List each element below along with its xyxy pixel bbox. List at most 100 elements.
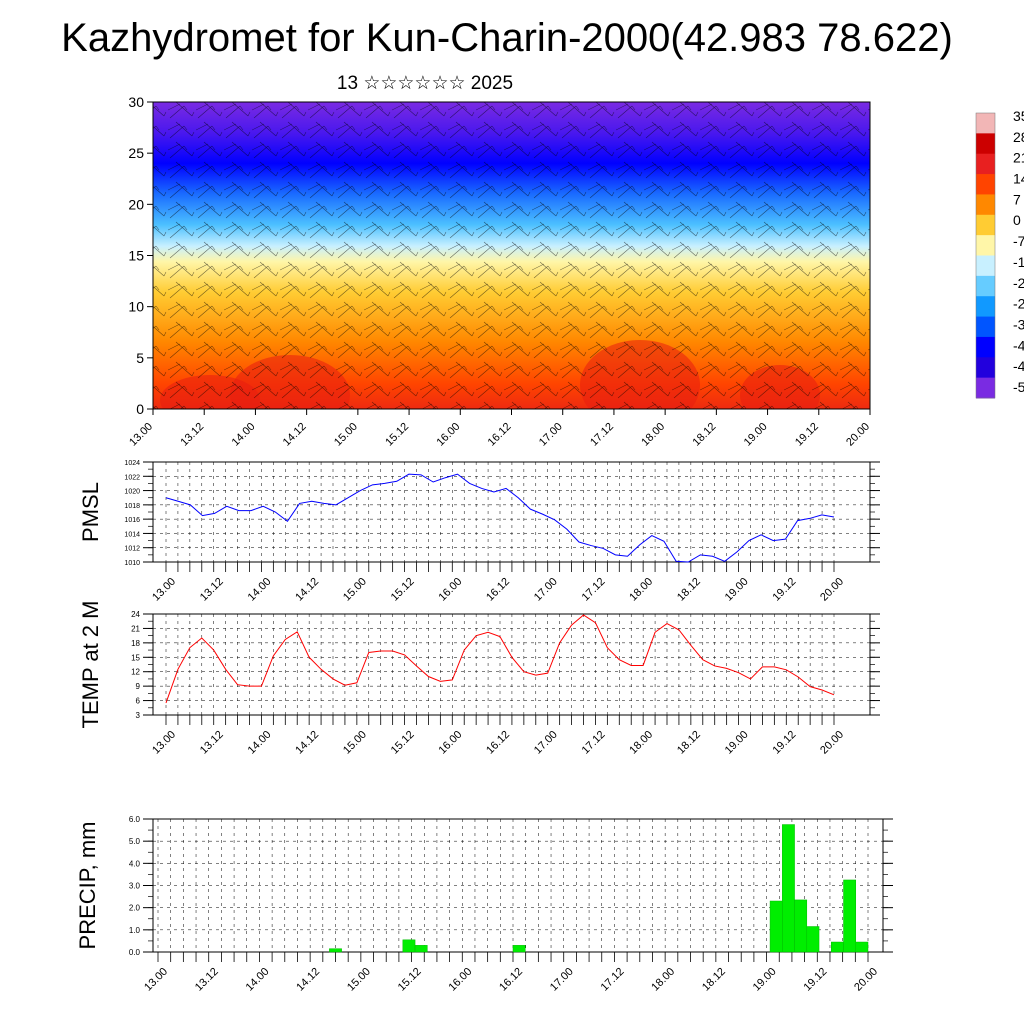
colorbar-label: -7 (1013, 233, 1024, 249)
x-tick-label: 16.00 (436, 729, 464, 757)
x-tick-label: 19.00 (742, 421, 770, 449)
y-tick-label: 1012 (124, 546, 140, 553)
x-tick-label: 20.00 (818, 729, 846, 757)
y-tick-label: 15 (128, 248, 144, 264)
colorbar-segment (976, 133, 995, 155)
x-tick-label: 15.12 (389, 729, 417, 757)
y-tick-label: 4.0 (129, 859, 141, 868)
x-tick-label: 17.12 (588, 421, 616, 449)
x-tick-label: 14.00 (244, 966, 272, 994)
x-tick-label: 14.12 (293, 576, 321, 604)
y-tick-label: 1018 (124, 503, 140, 510)
x-tick-label: 18.00 (649, 966, 677, 994)
wind-barbs (153, 102, 870, 409)
x-tick-label: 19.00 (751, 966, 779, 994)
precip-bar (843, 879, 857, 953)
colorbar-frame (975, 112, 996, 399)
colorbar-segment (976, 377, 995, 399)
colorbar-segment (976, 255, 995, 277)
x-tick-label: 17.12 (599, 966, 627, 994)
y-tick-label: 1016 (124, 517, 140, 524)
colorbar-segment (976, 214, 995, 236)
x-tick-label: 20.00 (818, 576, 846, 604)
colorbar-segment (976, 235, 995, 256)
x-tick-label: 14.12 (293, 729, 321, 757)
y-tick-label: 18 (131, 639, 140, 648)
x-tick-label: 13.00 (150, 576, 178, 604)
colorbar-segment (976, 174, 995, 195)
x-tick-label: 16.12 (484, 576, 512, 604)
y-tick-label: 0 (136, 401, 144, 417)
y-axis-title: PRECIP, mm (75, 822, 100, 950)
x-tick-label: 20.00 (844, 421, 872, 449)
pmsl-series-line (165, 473, 835, 563)
x-tick-label: 15.12 (383, 421, 411, 449)
precip-bar (855, 941, 869, 953)
colorbar-label: 21 (1013, 150, 1024, 166)
x-tick-label: 15.00 (345, 966, 373, 994)
x-tick-label: 14.12 (281, 421, 309, 449)
x-tick-label: 13.12 (198, 729, 226, 757)
x-tick-label: 18.12 (691, 421, 719, 449)
x-tick-label: 15.00 (341, 729, 369, 757)
colorbar-segment (976, 357, 995, 379)
colorbar-label: -42 (1013, 337, 1024, 353)
y-tick-label: 1010 (124, 560, 140, 567)
y-tick-label: 21 (131, 624, 140, 633)
x-tick-label: 15.00 (332, 421, 360, 449)
colorbar-label: -49 (1013, 358, 1024, 374)
colorbar-segment (976, 336, 995, 358)
precip-bar (831, 941, 844, 953)
x-tick-label: 18.12 (700, 966, 728, 994)
x-tick-label: 17.00 (532, 576, 560, 604)
colorbar-segment (976, 316, 995, 338)
colorbar-segment (976, 296, 995, 318)
y-tick-label: 1020 (124, 489, 140, 496)
y-tick-label: 9 (136, 682, 141, 691)
x-tick-label: 19.12 (770, 729, 798, 757)
x-tick-label: 14.12 (294, 966, 322, 994)
x-tick-label: 18.00 (639, 421, 667, 449)
temp-series-line (165, 614, 835, 704)
y-tick-label: 5 (136, 350, 144, 366)
y-tick-label: 0.0 (129, 948, 141, 957)
colorbar-label: 14 (1013, 171, 1024, 187)
x-tick-label: 16.12 (484, 729, 512, 757)
x-tick-label: 14.00 (246, 729, 274, 757)
y-tick-label: 1022 (124, 474, 140, 481)
x-tick-label: 13.00 (150, 729, 178, 757)
y-tick-label: 12 (131, 668, 140, 677)
y-tick-label: 24 (131, 610, 140, 619)
colorbar-label: -28 (1013, 296, 1024, 312)
x-tick-label: 14.00 (230, 421, 258, 449)
x-tick-label: 18.00 (627, 729, 655, 757)
page-subtitle: 13 ☆☆☆☆☆☆ 2025 (336, 73, 514, 94)
y-tick-label: 25 (128, 145, 144, 161)
colorbar-label: 28 (1013, 129, 1024, 145)
precip-bar (782, 824, 795, 953)
y-tick-label: 3.0 (129, 882, 141, 891)
x-tick-label: 13.12 (193, 966, 221, 994)
x-tick-label: 16.12 (486, 421, 514, 449)
y-tick-label: 2.0 (129, 904, 141, 913)
precip-bar (794, 899, 808, 953)
x-tick-label: 15.00 (341, 576, 369, 604)
x-tick-label: 17.00 (532, 729, 560, 757)
y-tick-label: 6.0 (129, 815, 141, 824)
colorbar-segment (976, 153, 995, 175)
x-tick-label: 17.00 (548, 966, 576, 994)
x-tick-label: 13.12 (178, 421, 206, 449)
y-tick-label: 6 (136, 697, 141, 706)
colorbar-label: -35 (1013, 316, 1024, 332)
x-tick-label: 20.00 (852, 966, 880, 994)
page-title: Kazhydromet for Kun-Charin-2000(42.983 7… (61, 16, 953, 60)
colorbar-label: -14 (1013, 254, 1024, 270)
y-tick-label: 20 (128, 196, 144, 212)
colorbar-segment (976, 194, 995, 216)
x-tick-label: 15.12 (396, 966, 424, 994)
colorbar-label: 35 (1013, 108, 1024, 124)
x-tick-label: 16.00 (436, 576, 464, 604)
x-tick-label: 16.12 (497, 966, 525, 994)
y-tick-label: 1014 (124, 531, 140, 538)
precip-bar (414, 945, 428, 953)
